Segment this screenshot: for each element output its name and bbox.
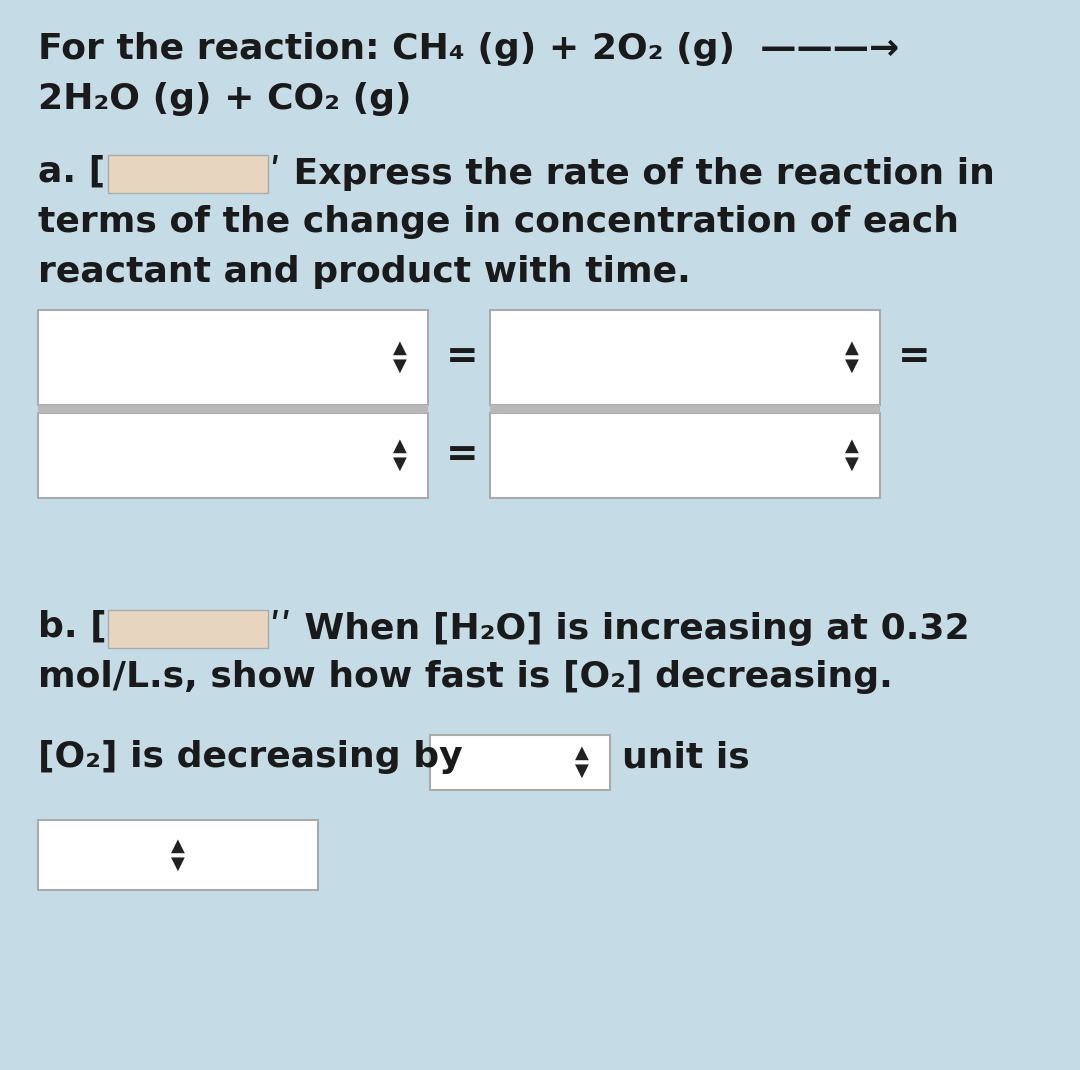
Bar (490, 413, 880, 498)
Bar (108, 155, 268, 193)
Text: a. [: a. [ (38, 155, 105, 189)
Text: ▼: ▼ (171, 855, 185, 873)
Bar (490, 310, 880, 406)
Text: ▲: ▲ (845, 437, 859, 455)
Text: =: = (446, 338, 478, 376)
Text: ▼: ▼ (393, 455, 407, 473)
Text: b. [−: b. [− (38, 610, 137, 644)
Text: =: = (897, 338, 931, 376)
Text: ▼: ▼ (845, 455, 859, 473)
Text: mol/L.s, show how fast is [O₂] decreasing.: mol/L.s, show how fast is [O₂] decreasin… (38, 660, 893, 694)
Bar (38, 413, 428, 498)
Text: ▲: ▲ (393, 339, 407, 357)
Bar (38, 820, 318, 890)
Text: ▼: ▼ (575, 762, 589, 780)
Text: ▲: ▲ (393, 437, 407, 455)
Bar (430, 735, 610, 790)
Text: unit is: unit is (622, 740, 750, 774)
Text: ʹ Express the rate of the reaction in: ʹ Express the rate of the reaction in (270, 155, 995, 192)
Text: ▲: ▲ (171, 837, 185, 855)
Text: ʹʹ When [H₂O] is increasing at 0.32: ʹʹ When [H₂O] is increasing at 0.32 (270, 610, 970, 646)
Bar (38, 406, 428, 413)
Text: ▼: ▼ (393, 357, 407, 374)
Bar (108, 610, 268, 648)
Text: ▲: ▲ (575, 744, 589, 762)
Bar (490, 406, 880, 413)
Text: 2H₂O (g) + CO₂ (g): 2H₂O (g) + CO₂ (g) (38, 82, 411, 116)
Text: terms of the change in concentration of each: terms of the change in concentration of … (38, 205, 959, 239)
Text: =: = (446, 435, 478, 474)
Text: [O₂] is decreasing by: [O₂] is decreasing by (38, 740, 462, 774)
Text: ▲: ▲ (845, 339, 859, 357)
Text: ▼: ▼ (845, 357, 859, 374)
Bar (38, 310, 428, 406)
Text: reactant and product with time.: reactant and product with time. (38, 255, 691, 289)
Text: For the reaction: CH₄ (g) + 2O₂ (g)  ———→: For the reaction: CH₄ (g) + 2O₂ (g) ———→ (38, 32, 900, 66)
